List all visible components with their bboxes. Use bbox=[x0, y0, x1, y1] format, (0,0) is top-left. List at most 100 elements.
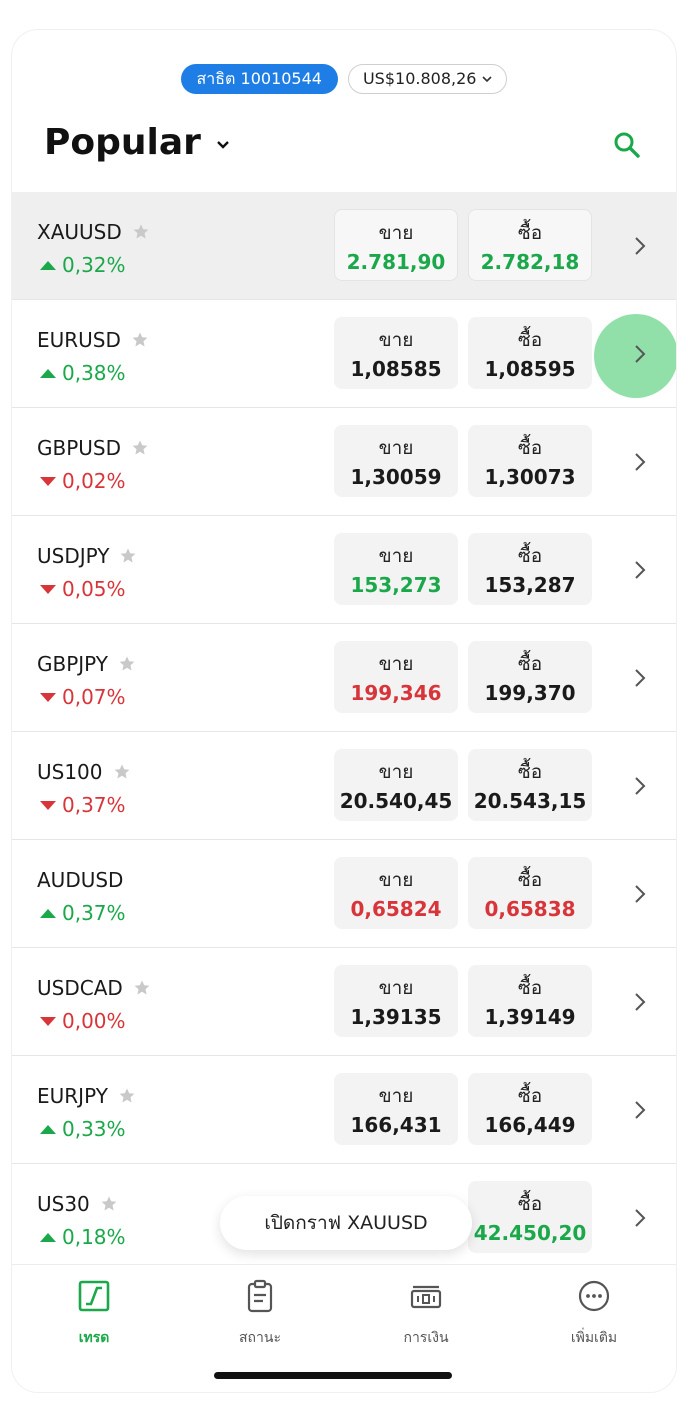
balance-value: US$10.808,26 bbox=[362, 69, 477, 88]
instrument-row[interactable]: XAUUSD 0,32% ขาย 2.781,90 ซื้อ 2.782,18 bbox=[12, 192, 676, 300]
star-icon[interactable] bbox=[118, 655, 136, 673]
chevron-right-icon[interactable] bbox=[634, 668, 646, 688]
chevron-right-icon[interactable] bbox=[634, 344, 646, 364]
instrument-symbol: AUDUSD bbox=[37, 868, 124, 892]
buy-button[interactable]: ซื้อ 199,370 bbox=[468, 641, 592, 713]
sell-label: ขาย bbox=[378, 977, 414, 999]
instrument-row[interactable]: USDCAD 0,00% ขาย 1,39135 ซื้อ 1,39149 bbox=[12, 948, 676, 1056]
balance-selector[interactable]: US$10.808,26 bbox=[347, 64, 508, 94]
chevron-right-icon[interactable] bbox=[634, 560, 646, 580]
chevron-right-icon[interactable] bbox=[634, 236, 646, 256]
price-change: 0,38% bbox=[40, 361, 126, 385]
list-header: Popular bbox=[12, 122, 676, 178]
buy-button[interactable]: ซื้อ 20.543,15 bbox=[468, 749, 592, 821]
buy-price: 166,449 bbox=[484, 1113, 576, 1137]
tab-positions[interactable]: สถานะ bbox=[200, 1279, 320, 1349]
page-title: Popular bbox=[44, 122, 201, 163]
sell-price: 1,08585 bbox=[350, 357, 442, 381]
instrument-row[interactable]: US30 0,18% ซื้อ 42.450,20 bbox=[12, 1164, 676, 1272]
app-screen: สาธิต 10010544 US$10.808,26 Popular XAUU… bbox=[12, 30, 676, 1392]
tab-more[interactable]: เพิ่มเติม bbox=[534, 1279, 654, 1349]
tab-trade[interactable]: เทรด bbox=[34, 1279, 154, 1349]
buy-button[interactable]: ซื้อ 42.450,20 bbox=[468, 1181, 592, 1253]
sell-button[interactable]: ขาย 20.540,45 bbox=[334, 749, 458, 821]
instrument-symbol-group: XAUUSD bbox=[37, 220, 150, 244]
change-percent: 0,37% bbox=[62, 793, 126, 817]
buy-button[interactable]: ซื้อ 0,65838 bbox=[468, 857, 592, 929]
instrument-symbol: GBPUSD bbox=[37, 436, 122, 460]
search-icon[interactable] bbox=[612, 130, 642, 160]
instrument-symbol-group: GBPJPY bbox=[37, 652, 136, 676]
tab-finance[interactable]: การเงิน bbox=[366, 1279, 486, 1349]
star-icon[interactable] bbox=[131, 439, 149, 457]
instrument-row[interactable]: EURUSD 0,38% ขาย 1,08585 ซื้อ 1,08595 bbox=[12, 300, 676, 408]
chevron-right-icon[interactable] bbox=[634, 884, 646, 904]
instrument-symbol-group: EURJPY bbox=[37, 1084, 136, 1108]
price-change: 0,05% bbox=[40, 577, 126, 601]
star-icon[interactable] bbox=[132, 223, 150, 241]
price-change: 0,32% bbox=[40, 253, 126, 277]
sell-price: 153,273 bbox=[350, 573, 442, 597]
sell-button[interactable]: ขาย 1,39135 bbox=[334, 965, 458, 1037]
instrument-symbol-group: US100 bbox=[37, 760, 131, 784]
buy-label: ซื้อ bbox=[517, 222, 543, 244]
star-icon[interactable] bbox=[100, 1195, 118, 1213]
sell-price: 1,30059 bbox=[350, 465, 442, 489]
sell-button[interactable]: ขาย 153,273 bbox=[334, 533, 458, 605]
chevron-right-icon[interactable] bbox=[634, 1208, 646, 1228]
sell-label: ขาย bbox=[378, 653, 414, 675]
star-icon[interactable] bbox=[113, 763, 131, 781]
sell-button[interactable]: ขาย 199,346 bbox=[334, 641, 458, 713]
chevron-right-icon[interactable] bbox=[634, 1100, 646, 1120]
buy-price: 153,287 bbox=[484, 573, 576, 597]
instrument-symbol-group: US30 bbox=[37, 1192, 118, 1216]
sell-label: ขาย bbox=[378, 329, 414, 351]
buy-button[interactable]: ซื้อ 166,449 bbox=[468, 1073, 592, 1145]
clipboard-icon bbox=[247, 1279, 273, 1313]
buy-label: ซื้อ bbox=[517, 329, 543, 351]
instrument-symbol: EURUSD bbox=[37, 328, 121, 352]
bottom-tab-bar: เทรด สถานะ การเงิน เพิ่มเติม bbox=[12, 1264, 676, 1392]
tab-label: เพิ่มเติม bbox=[570, 1330, 618, 1346]
buy-button[interactable]: ซื้อ 1,39149 bbox=[468, 965, 592, 1037]
instrument-symbol-group: USDCAD bbox=[37, 976, 151, 1000]
instrument-row[interactable]: GBPJPY 0,07% ขาย 199,346 ซื้อ 199,370 bbox=[12, 624, 676, 732]
instrument-row[interactable]: USDJPY 0,05% ขาย 153,273 ซื้อ 153,287 bbox=[12, 516, 676, 624]
buy-button[interactable]: ซื้อ 1,08595 bbox=[468, 317, 592, 389]
arrow-up-icon bbox=[40, 260, 56, 270]
sell-button[interactable]: ขาย 166,431 bbox=[334, 1073, 458, 1145]
arrow-down-icon bbox=[40, 800, 56, 810]
instrument-row[interactable]: AUDUSD 0,37% ขาย 0,65824 ซื้อ 0,65838 bbox=[12, 840, 676, 948]
chevron-right-icon[interactable] bbox=[634, 452, 646, 472]
home-indicator[interactable] bbox=[214, 1372, 452, 1379]
buy-button[interactable]: ซื้อ 1,30073 bbox=[468, 425, 592, 497]
chevron-right-icon[interactable] bbox=[634, 776, 646, 796]
account-badge[interactable]: สาธิต 10010544 bbox=[180, 64, 338, 94]
sell-button[interactable]: ขาย 1,30059 bbox=[334, 425, 458, 497]
chevron-right-icon[interactable] bbox=[634, 992, 646, 1012]
sell-label: ขาย bbox=[378, 545, 414, 567]
sell-button[interactable]: ขาย 2.781,90 bbox=[334, 209, 458, 281]
sell-button[interactable]: ขาย 0,65824 bbox=[334, 857, 458, 929]
star-icon[interactable] bbox=[133, 979, 151, 997]
buy-button[interactable]: ซื้อ 2.782,18 bbox=[468, 209, 592, 281]
instrument-row[interactable]: US100 0,37% ขาย 20.540,45 ซื้อ 20.543,15 bbox=[12, 732, 676, 840]
buy-label: ซื้อ bbox=[517, 1085, 543, 1107]
star-icon[interactable] bbox=[119, 547, 137, 565]
buy-label: ซื้อ bbox=[517, 869, 543, 891]
price-change: 0,37% bbox=[40, 793, 126, 817]
instrument-symbol: XAUUSD bbox=[37, 220, 122, 244]
sell-button[interactable]: ขาย 1,08585 bbox=[334, 317, 458, 389]
sell-price: 166,431 bbox=[350, 1113, 442, 1137]
watchlist-selector[interactable]: Popular bbox=[44, 122, 231, 163]
star-icon[interactable] bbox=[118, 1087, 136, 1105]
sell-price: 2.781,90 bbox=[346, 250, 446, 274]
instrument-row[interactable]: GBPUSD 0,02% ขาย 1,30059 ซื้อ 1,30073 bbox=[12, 408, 676, 516]
change-percent: 0,07% bbox=[62, 685, 126, 709]
change-percent: 0,05% bbox=[62, 577, 126, 601]
buy-price: 42.450,20 bbox=[473, 1221, 587, 1245]
star-icon[interactable] bbox=[131, 331, 149, 349]
account-bar: สาธิต 10010544 US$10.808,26 bbox=[12, 62, 676, 96]
instrument-row[interactable]: EURJPY 0,33% ขาย 166,431 ซื้อ 166,449 bbox=[12, 1056, 676, 1164]
buy-button[interactable]: ซื้อ 153,287 bbox=[468, 533, 592, 605]
